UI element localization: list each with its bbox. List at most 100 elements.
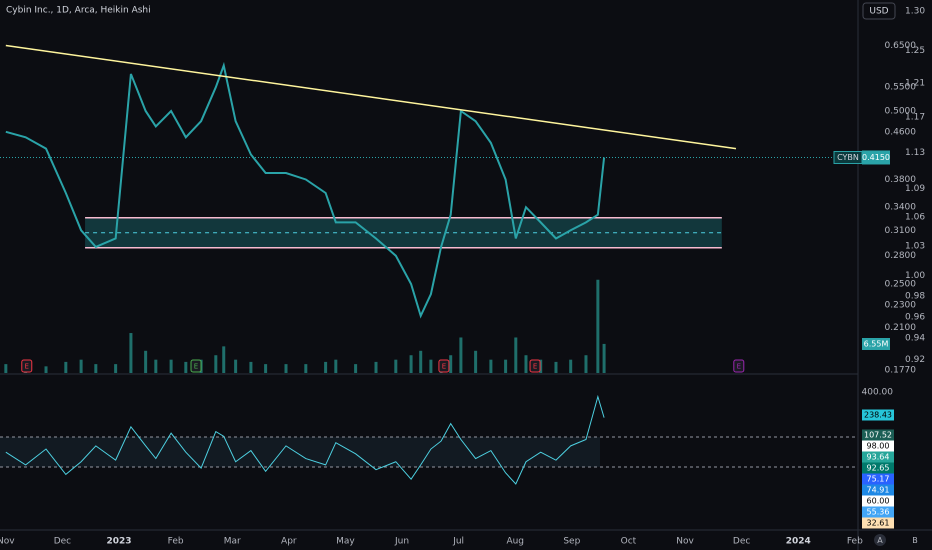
volume-bar	[409, 355, 413, 373]
indicator-label-bg	[862, 495, 894, 507]
volume-bar	[584, 355, 588, 373]
y-tick-label: 0.2100	[885, 323, 917, 333]
volume-bar	[596, 279, 600, 373]
volume-bar	[154, 359, 158, 373]
y2-tick-label: 1.25	[905, 46, 925, 56]
volume-bar	[354, 364, 358, 373]
volume-bar	[94, 364, 98, 373]
y-tick-label: 0.2300	[885, 300, 917, 310]
x-tick-label: Jun	[394, 537, 409, 547]
volume-tag-bg	[862, 338, 890, 350]
indicator-label-bg	[862, 440, 894, 452]
earnings-marker[interactable]	[190, 359, 202, 373]
x-tick-label: Nov	[0, 537, 15, 547]
auto-scale-button[interactable]	[874, 534, 886, 546]
oscillator-tick-label: 400.00	[862, 387, 894, 397]
y-tick-label: 0.3400	[885, 203, 917, 213]
volume-bar	[504, 359, 508, 373]
x-tick-label: 2024	[786, 537, 811, 547]
volume-bar	[554, 361, 558, 373]
indicator-label: 107.52	[864, 431, 892, 440]
volume-bar	[114, 364, 118, 373]
earnings-label[interactable]: E	[737, 363, 741, 371]
indicator-label: 75.17	[867, 475, 890, 484]
y-tick-label: 0.4600	[885, 127, 917, 137]
indicator-label-bg	[862, 409, 894, 421]
earnings-marker[interactable]	[21, 359, 33, 373]
volume-bar	[569, 359, 573, 373]
volume-bar	[474, 350, 478, 373]
indicator-label: 93.64	[867, 453, 890, 462]
x-tick-label: Sep	[563, 537, 580, 547]
x-tick-label: Apr	[281, 537, 297, 547]
currency-button[interactable]	[862, 2, 896, 20]
y-tick-label: 0.3800	[885, 175, 917, 185]
y-tick-label: 0.2800	[885, 251, 917, 261]
volume-tag: 6.55M	[864, 340, 889, 349]
volume-bar	[249, 361, 253, 373]
indicator-label-bg	[862, 484, 894, 496]
y2-tick-label: 1.06	[905, 212, 925, 222]
oscillator-line	[5, 394, 605, 485]
x-tick-label: Jul	[452, 537, 464, 547]
volume-bar	[64, 361, 68, 373]
earnings-label[interactable]: E	[533, 363, 537, 371]
earnings-label[interactable]: E	[25, 363, 29, 371]
x-tick-label: Feb	[168, 537, 184, 547]
y2-tick-label: 0.98	[905, 291, 925, 301]
volume-bar	[184, 361, 188, 373]
indicator-label-bg	[862, 462, 894, 474]
y-tick-label: 0.2500	[885, 279, 917, 289]
volume-bar	[234, 359, 238, 373]
earnings-label[interactable]: E	[442, 363, 446, 371]
indicator-label-bg	[862, 506, 894, 518]
volume-bar	[524, 355, 528, 373]
indicator-label: 74.91	[867, 486, 890, 495]
volume-bar	[44, 366, 48, 373]
indicator-label-bg	[862, 429, 894, 441]
y2-tick-label: 1.21	[905, 79, 925, 89]
volume-bar	[264, 364, 268, 373]
indicator-label: 238.43	[864, 411, 892, 420]
volume-bar	[4, 364, 8, 373]
volume-bar	[79, 359, 83, 373]
y2-tick-label: 1.00	[905, 271, 925, 281]
earnings-marker[interactable]	[529, 359, 541, 373]
corner-button[interactable]: A	[877, 536, 883, 545]
support-zone	[85, 217, 722, 248]
volume-bar	[284, 364, 288, 373]
earnings-marker[interactable]	[438, 359, 450, 373]
indicator-label-bg	[862, 517, 894, 529]
earnings-label[interactable]: E	[194, 363, 198, 371]
volume-bar	[459, 337, 463, 373]
x-tick-label: Oct	[621, 537, 637, 547]
x-tick-label: Feb	[847, 537, 863, 547]
currency-button-label[interactable]: USD	[869, 7, 888, 17]
volume-bar	[489, 359, 493, 373]
x-tick-label: Aug	[506, 537, 524, 547]
y2-tick-label: 1.09	[905, 184, 925, 194]
trendline	[5, 44, 737, 150]
y2-tick-label: 1.30	[905, 6, 925, 16]
earnings-marker[interactable]	[733, 359, 745, 373]
symbol-tag: CYBN	[837, 153, 859, 162]
x-tick-label: 2023	[106, 537, 131, 547]
indicator-label: 98.00	[867, 442, 890, 451]
indicator-label: 92.65	[867, 464, 890, 473]
indicator-label-bg	[862, 451, 894, 463]
indicator-label: 55.36	[867, 508, 890, 517]
volume-bar	[129, 333, 133, 373]
volume-bar	[539, 359, 543, 373]
y2-tick-label: 0.92	[905, 355, 925, 365]
corner-button[interactable]: B	[912, 536, 918, 545]
volume-bar	[394, 359, 398, 373]
volume-bar	[419, 350, 423, 373]
y2-tick-label: 1.17	[905, 113, 925, 123]
indicator-label: 60.00	[867, 497, 890, 506]
volume-bar	[304, 364, 308, 373]
x-tick-label: Dec	[733, 537, 750, 547]
volume-bar	[602, 343, 606, 373]
last-price-tag: 0.4150	[862, 153, 890, 162]
price-line	[5, 61, 606, 319]
